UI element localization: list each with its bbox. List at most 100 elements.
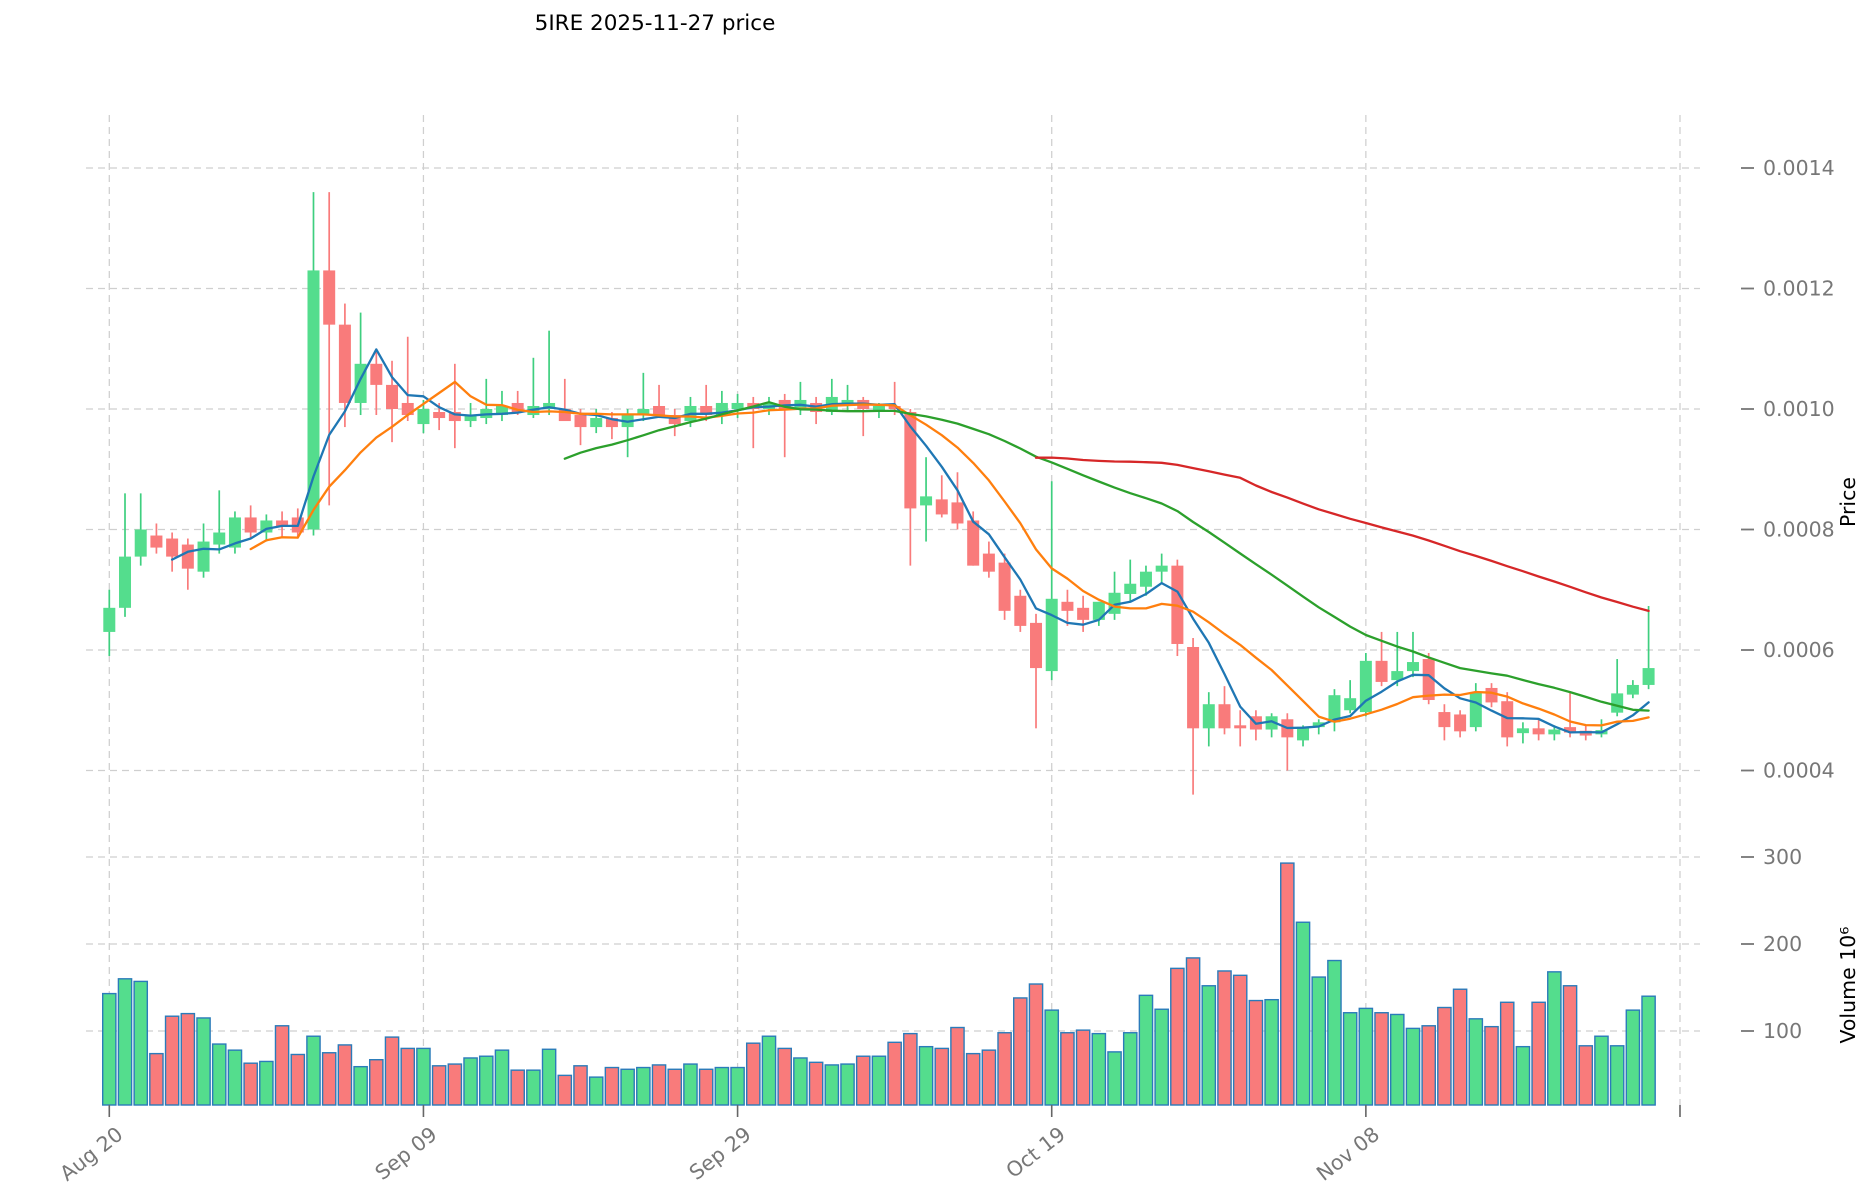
volume-bar xyxy=(636,1066,651,1106)
candle-body xyxy=(119,556,132,608)
volume-bar xyxy=(1421,1025,1436,1106)
candle-body xyxy=(166,538,179,557)
volume-bar xyxy=(651,1064,667,1106)
volume-bar xyxy=(1609,1045,1625,1106)
price-tick-label: 0.0004 xyxy=(1763,759,1835,783)
volume-bar xyxy=(1264,998,1279,1106)
volume-bar xyxy=(1044,1009,1060,1106)
volume-bar xyxy=(1452,988,1468,1106)
volume-bar xyxy=(1484,1025,1499,1106)
candle-body xyxy=(1626,684,1639,695)
volume-bar xyxy=(730,1066,745,1106)
volume-bar xyxy=(1389,1013,1405,1106)
candle-body xyxy=(1030,622,1043,669)
candle-body xyxy=(1516,728,1529,734)
candle-body xyxy=(386,384,399,409)
volume-bar xyxy=(887,1041,902,1106)
ma-line-sma60 xyxy=(1034,456,1650,613)
candle-body xyxy=(1422,659,1435,701)
volume-bar xyxy=(604,1066,620,1106)
candle-body xyxy=(338,324,351,403)
date-tick-label: Aug 20 xyxy=(55,1122,127,1186)
candle-body xyxy=(888,405,901,409)
candle-body xyxy=(103,607,116,632)
candle-body xyxy=(307,270,320,530)
candle-body xyxy=(731,402,744,409)
volume-bar xyxy=(400,1047,416,1106)
volume-bar xyxy=(965,1052,981,1106)
volume-bar xyxy=(463,1057,478,1106)
candle-body xyxy=(605,418,618,428)
volume-bar xyxy=(478,1055,494,1106)
ma-line-sma10 xyxy=(249,380,1650,727)
volume-bar xyxy=(321,1052,337,1106)
volume-bar xyxy=(1170,967,1185,1106)
gridlines xyxy=(86,115,1700,1105)
candle-body xyxy=(197,541,210,572)
ma-line-sma30 xyxy=(563,401,1650,712)
candle-body xyxy=(244,517,257,533)
volume-bar xyxy=(1499,1001,1515,1106)
volume-bar xyxy=(1562,985,1578,1106)
candle-body xyxy=(495,405,508,416)
volume-bar xyxy=(934,1047,950,1106)
price-tick-label: 0.0008 xyxy=(1763,518,1835,542)
volume-bar xyxy=(1342,1012,1358,1106)
candle-body xyxy=(967,520,980,566)
candle-body xyxy=(1077,607,1090,620)
volume-bar xyxy=(149,1052,164,1106)
volume-bar xyxy=(117,978,133,1106)
volume-bar xyxy=(698,1068,714,1106)
volume-bar xyxy=(1075,1029,1091,1106)
volume-bar xyxy=(903,1032,918,1106)
volume-bar xyxy=(573,1065,588,1106)
candle-body xyxy=(1469,692,1482,728)
volume-tick-label: 300 xyxy=(1763,845,1802,869)
volume-bar xyxy=(274,1025,290,1106)
candle-body xyxy=(1187,646,1200,729)
date-tick-label: Nov 08 xyxy=(1312,1122,1384,1186)
candle-body xyxy=(1564,727,1577,733)
volume-bar xyxy=(1327,959,1342,1106)
candle-body xyxy=(134,529,147,557)
volume-bar xyxy=(1311,976,1327,1106)
volume-bar xyxy=(620,1068,635,1106)
volume-bar xyxy=(353,1065,368,1106)
candle-body xyxy=(181,544,194,569)
volume-bar xyxy=(950,1026,965,1106)
volume-bar xyxy=(1232,974,1248,1106)
candle-body xyxy=(1014,595,1027,626)
candle-body xyxy=(1406,662,1419,672)
candle-body xyxy=(904,412,917,509)
volume-series xyxy=(101,862,1656,1106)
candle-body xyxy=(433,412,446,419)
volume-axis-label: Volume 10⁶ xyxy=(1836,926,1860,1043)
volume-bar xyxy=(1547,971,1562,1106)
candle-body xyxy=(1642,668,1655,685)
candle-body xyxy=(1218,704,1231,729)
price-tick-label: 0.0014 xyxy=(1763,156,1835,180)
candle-body xyxy=(1312,722,1325,728)
volume-bar xyxy=(494,1049,510,1106)
volume-bar xyxy=(1028,983,1044,1106)
volume-bar xyxy=(1248,999,1264,1106)
candle-body xyxy=(982,553,995,572)
candle-body xyxy=(323,270,336,325)
candle-body xyxy=(511,402,524,413)
volume-bar xyxy=(683,1063,698,1106)
volume-bar xyxy=(871,1055,887,1106)
volume-bar xyxy=(1437,1006,1452,1106)
volume-bar xyxy=(259,1060,274,1106)
candle-body xyxy=(1202,704,1215,729)
ma-line-sma5 xyxy=(170,348,1650,734)
volume-bar xyxy=(1374,1012,1389,1106)
candle-body xyxy=(464,415,477,422)
candle-body xyxy=(590,418,603,428)
volume-bar xyxy=(290,1053,306,1106)
candle-body xyxy=(1611,693,1624,713)
volume-bar xyxy=(164,1015,180,1106)
chart-title: 5IRE 2025-11-27 price xyxy=(535,11,776,36)
volume-bar xyxy=(1060,1032,1075,1106)
volume-bar xyxy=(840,1063,855,1106)
